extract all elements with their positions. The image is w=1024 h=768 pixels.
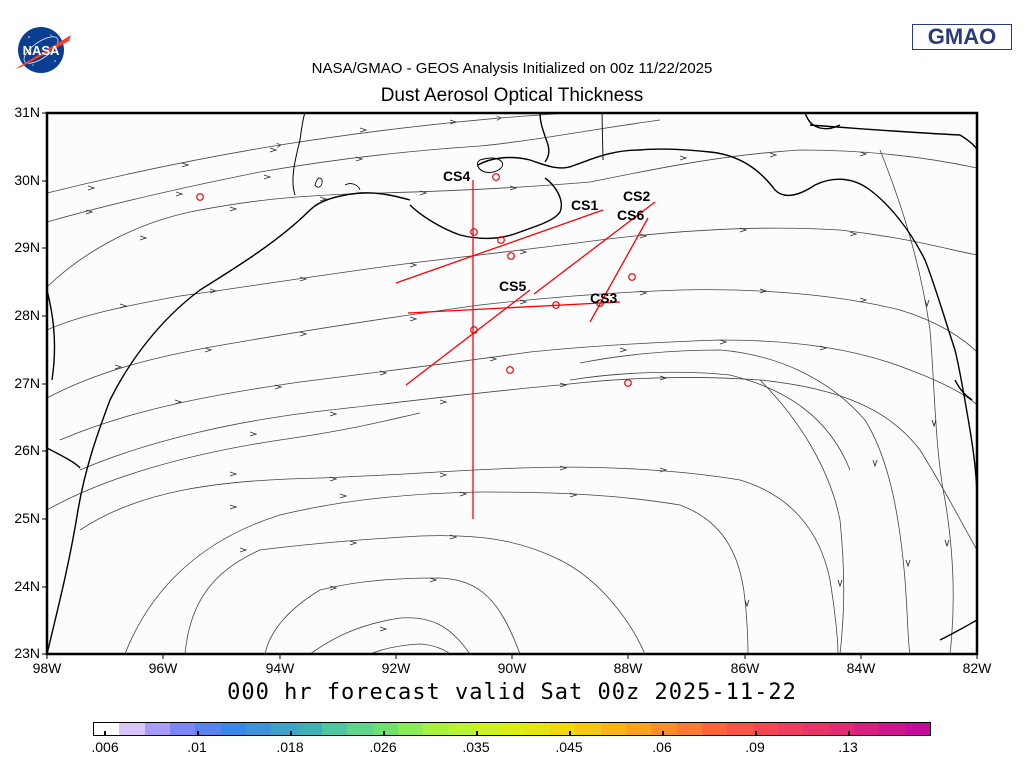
x-label-96w: 96W — [148, 660, 178, 676]
plot-subtitle: NASA/GMAO - GEOS Analysis Initialized on… — [311, 60, 713, 77]
station-markers — [196, 173, 636, 387]
colorbar-segment — [499, 723, 525, 735]
cs2-line — [533, 201, 656, 295]
colorbar-segment — [144, 723, 170, 735]
colorbar-label-006: .006 — [91, 739, 119, 755]
colorbar-segment — [549, 723, 576, 735]
cs6-line — [589, 217, 649, 323]
gmao-logo: GMAO — [912, 24, 1012, 50]
streamline-arrows — [85, 119, 950, 632]
colorbar-segment — [676, 723, 702, 735]
x-label-94w: 94W — [265, 660, 295, 676]
colorbar-segment — [245, 723, 272, 735]
x-label-86w: 86W — [730, 660, 760, 676]
colorbar-segment — [119, 723, 145, 735]
cs3-label: CS3 — [590, 290, 618, 306]
colorbar-label-026: .026 — [369, 739, 397, 755]
colorbar-segment — [195, 723, 221, 735]
y-label-27n: 27N — [14, 375, 40, 391]
colorbar-segment — [853, 723, 880, 735]
colorbar-segment — [625, 723, 652, 735]
y-label-24n: 24N — [14, 578, 40, 594]
x-label-84w: 84W — [846, 660, 876, 676]
cross-section-lines — [395, 180, 656, 519]
colorbar-label-01: .01 — [187, 739, 207, 755]
y-label-31n: 31N — [14, 104, 40, 120]
map-background — [47, 113, 977, 654]
colorbar-segment — [828, 723, 854, 735]
colorbar — [93, 722, 931, 736]
colorbar-segment — [423, 723, 449, 735]
colorbar-segment — [575, 723, 601, 735]
colorbar-label-045: .045 — [555, 739, 583, 755]
colorbar-segment — [296, 723, 322, 735]
colorbar-segment — [777, 723, 804, 735]
colorbar-segment — [372, 723, 398, 735]
streamlines — [47, 113, 977, 654]
colorbar-segment — [651, 723, 677, 735]
colorbar-segment — [727, 723, 753, 735]
colorbar-label-018: .018 — [276, 739, 304, 755]
colorbar-segment — [879, 723, 905, 735]
colorbar-segment — [701, 723, 728, 735]
svg-text:NASA: NASA — [23, 43, 60, 58]
cs1-label: CS1 — [571, 197, 599, 213]
colorbar-segment — [169, 723, 196, 735]
colorbar-segment — [904, 723, 930, 735]
x-label-90w: 90W — [497, 660, 527, 676]
x-label-88w: 88W — [613, 660, 643, 676]
y-label-26n: 26N — [14, 442, 40, 458]
nasa-logo: NASA — [15, 27, 71, 73]
colorbar-segment — [752, 723, 778, 735]
forecast-valid-text: 000 hr forecast valid Sat 00z 2025-11-22 — [227, 680, 797, 705]
colorbar-segment — [94, 723, 120, 735]
colorbar-segment — [397, 723, 424, 735]
cs2-label: CS2 — [623, 188, 651, 204]
cs4-label: CS4 — [443, 168, 471, 184]
colorbar-label-09: .09 — [745, 739, 765, 755]
colorbar-label-13: .13 — [838, 739, 858, 755]
colorbar-segment — [220, 723, 246, 735]
colorbar-segment — [448, 723, 474, 735]
x-label-98w: 98W — [32, 660, 62, 676]
colorbar-label-035: .035 — [462, 739, 490, 755]
colorbar-label-06: .06 — [652, 739, 672, 755]
cs5-label: CS5 — [499, 278, 527, 294]
colorbar-segment — [524, 723, 550, 735]
colorbar-segment — [473, 723, 500, 735]
cs3-line — [407, 301, 621, 314]
cs5-line — [405, 289, 531, 386]
y-label-29n: 29N — [14, 239, 40, 255]
plot-title: Dust Aerosol Optical Thickness — [380, 85, 644, 106]
y-label-30n: 30N — [14, 172, 40, 188]
y-label-28n: 28N — [14, 307, 40, 323]
cs6-label: CS6 — [617, 207, 645, 223]
colorbar-segment — [600, 723, 626, 735]
colorbar-segment — [347, 723, 373, 735]
y-label-23n: 23N — [14, 645, 40, 661]
colorbar-segment — [271, 723, 297, 735]
colorbar-segment — [321, 723, 348, 735]
cs1-line — [395, 209, 604, 284]
x-label-92w: 92W — [381, 660, 411, 676]
x-label-82w: 82W — [962, 660, 992, 676]
coastline — [47, 113, 977, 654]
colorbar-segment — [803, 723, 829, 735]
y-label-25n: 25N — [14, 510, 40, 526]
